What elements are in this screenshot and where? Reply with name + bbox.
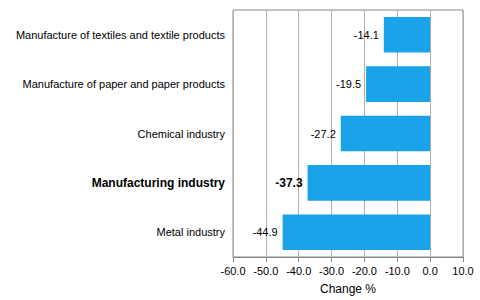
svg-text:-10.0: -10.0 [385, 265, 410, 277]
svg-text:0.0: 0.0 [422, 265, 437, 277]
svg-text:-14.1: -14.1 [354, 29, 379, 41]
svg-text:-44.9: -44.9 [253, 226, 278, 238]
svg-text:-37.3: -37.3 [275, 176, 303, 190]
svg-text:-19.5: -19.5 [336, 78, 361, 90]
svg-text:Manufacture of paper and paper: Manufacture of paper and paper products [23, 78, 226, 90]
svg-text:Manufacture of textiles and te: Manufacture of textiles and textile prod… [16, 29, 226, 41]
svg-text:Chemical industry: Chemical industry [138, 128, 226, 140]
svg-text:-27.2: -27.2 [311, 128, 336, 140]
svg-text:-40.0: -40.0 [286, 265, 311, 277]
svg-text:Change %: Change % [320, 282, 376, 296]
svg-text:-20.0: -20.0 [352, 265, 377, 277]
svg-text:Metal industry: Metal industry [157, 226, 226, 238]
svg-text:Manufacturing industry: Manufacturing industry [92, 176, 226, 190]
svg-text:-50.0: -50.0 [253, 265, 278, 277]
svg-text:-60.0: -60.0 [220, 265, 245, 277]
svg-text:10.0: 10.0 [452, 265, 473, 277]
svg-text:-30.0: -30.0 [319, 265, 344, 277]
